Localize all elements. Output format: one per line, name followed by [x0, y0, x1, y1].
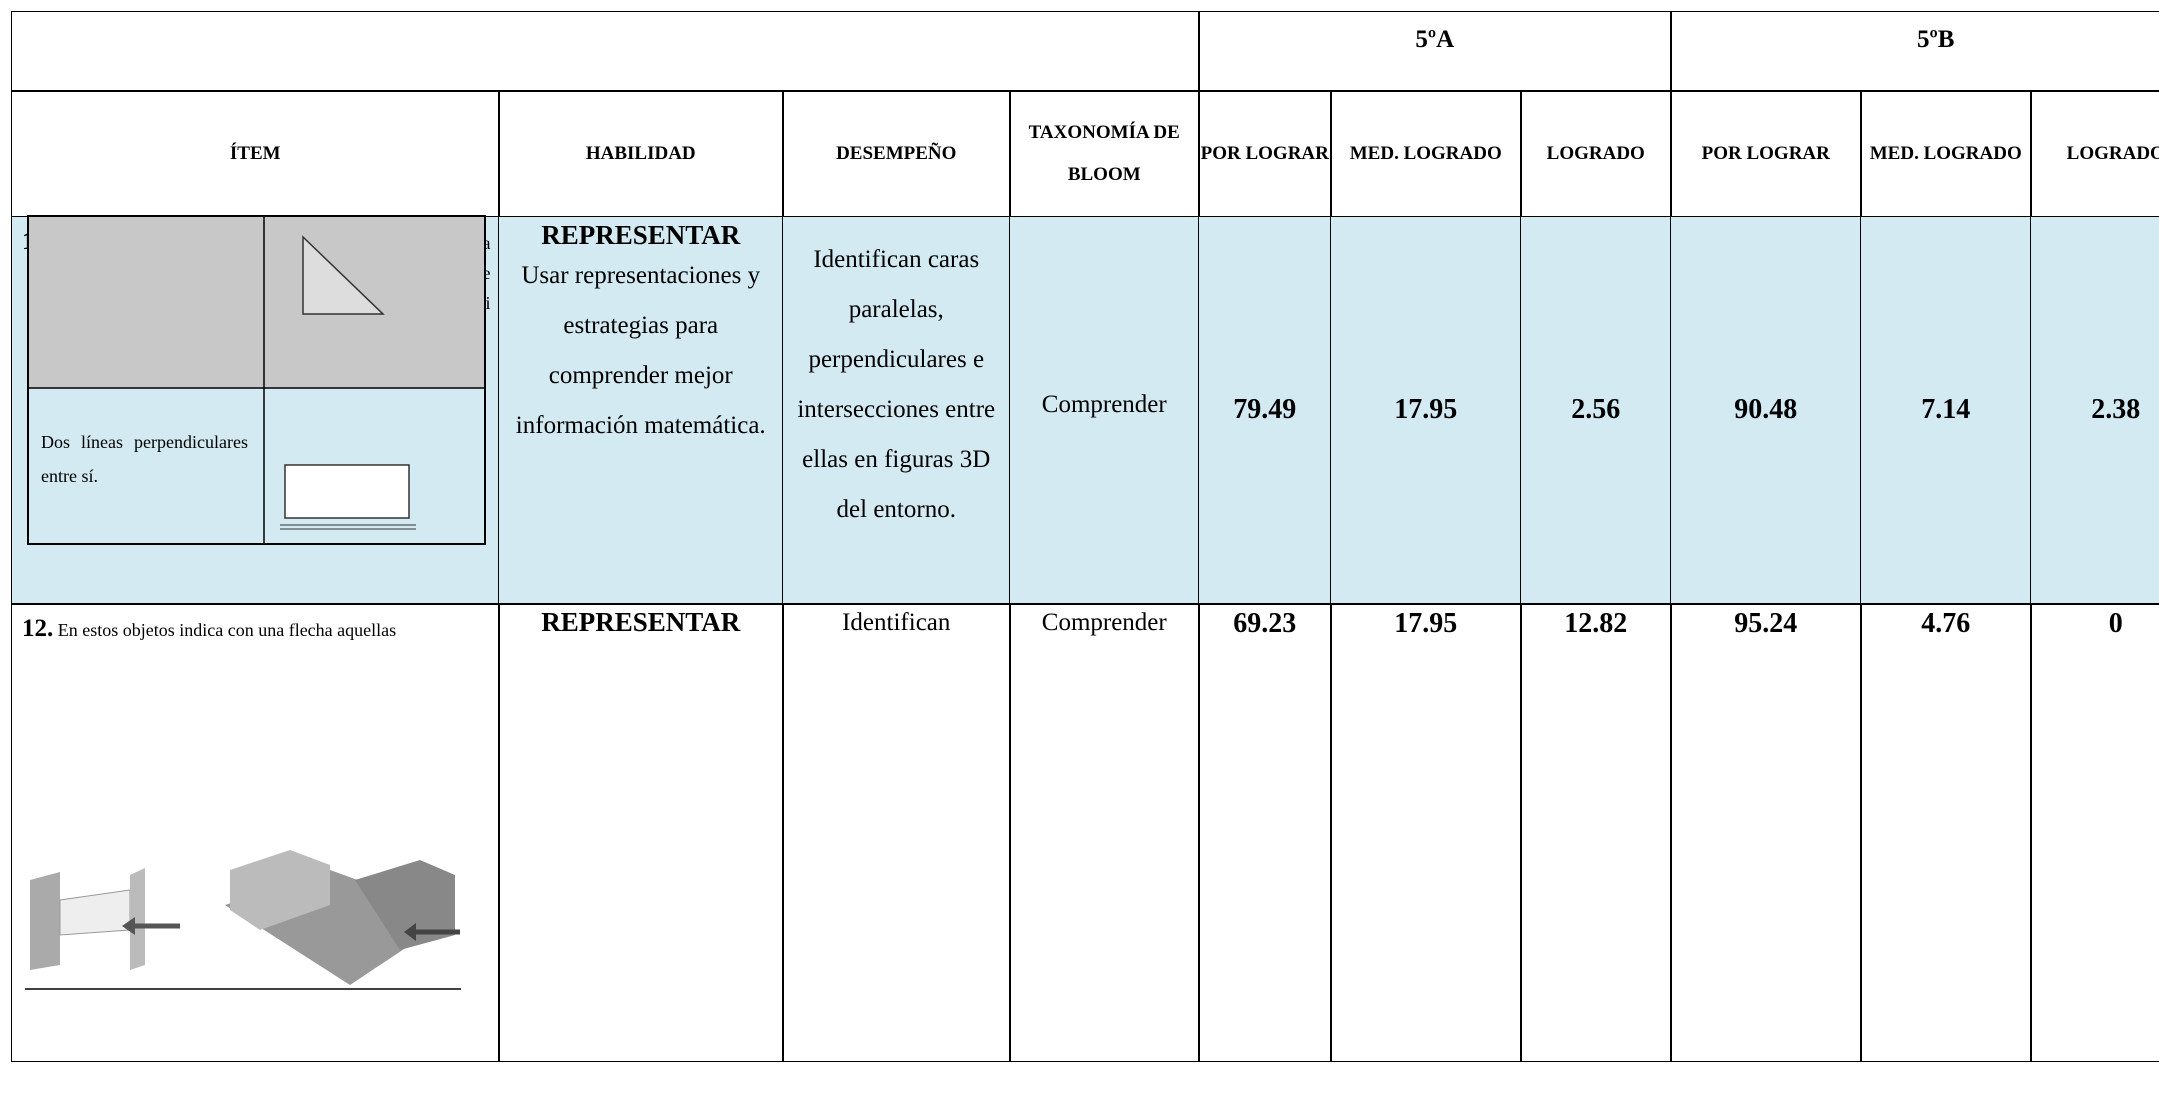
desempeno-cell: Identifican [782, 603, 1011, 1062]
percent-cell: 12.82 [1520, 603, 1672, 1062]
percent-value: 4.76 [1921, 608, 1971, 639]
percent-cell: 0 [2030, 603, 2159, 1062]
habilidad-title: REPRESENTAR [541, 220, 741, 250]
column-header: ÍTEM [11, 90, 500, 218]
column-header-text: ÍTEM [229, 142, 281, 164]
desempeno-cell: Identifican caras paralelas, perpendicul… [782, 216, 1011, 605]
percent-value: 2.56 [1571, 394, 1621, 426]
item-text: En cada uno de las imágenes se ha señala… [57, 233, 491, 343]
habilidad-text: Usar representaciones y estrategias para… [515, 262, 766, 439]
group-header: 5ºB [1670, 11, 2159, 92]
column-header-text: MED. LOGRADO [1349, 142, 1502, 164]
percent-cell: 95.24 [1670, 603, 1862, 1062]
percent-value: 12.82 [1564, 608, 1628, 639]
desempeno-text: Identifican caras paralelas, perpendicul… [797, 246, 996, 523]
percent-cell: 4.76 [1860, 603, 2032, 1062]
percent-cell: 17.95 [1330, 603, 1522, 1062]
percent-value: 7.14 [1921, 394, 1971, 426]
taxonomia-text: Comprender [1041, 609, 1167, 636]
item-cell: 12. En estos objetos indica con una flec… [11, 603, 500, 1062]
column-header: MED. LOGRADO [1330, 90, 1522, 218]
taxonomia-text: Comprender [1041, 391, 1167, 419]
group-header-text: 5ºB [1917, 26, 1955, 53]
percent-value: 79.49 [1233, 394, 1297, 426]
percent-cell: 69.23 [1198, 603, 1332, 1062]
column-header-text: LOGRADO [1546, 142, 1645, 164]
habilidad-cell: REPRESENTAR Usar representaciones y estra… [498, 216, 784, 605]
column-header-text: HABILIDAD [585, 142, 696, 164]
item-paragraph: 12. En estos objetos indica con una flec… [12, 608, 404, 645]
column-header-text: POR LOGRAR [1200, 142, 1329, 164]
column-header: LOGRADO [1520, 90, 1672, 218]
column-header: POR LOGRAR [1670, 90, 1862, 218]
percent-value: 95.24 [1734, 608, 1798, 639]
percent-value: 17.95 [1394, 394, 1458, 426]
column-header-text: POR LOGRAR [1701, 142, 1830, 164]
percent-cell: 17.95 [1330, 216, 1522, 605]
column-header: DESEMPEÑO [782, 90, 1011, 218]
percent-value: 0 [2108, 608, 2123, 639]
percent-value: 90.48 [1734, 394, 1798, 426]
column-header: HABILIDAD [498, 90, 784, 218]
percent-value: 69.23 [1233, 608, 1297, 639]
item-cell: 11. En cada uno de las imágenes se ha se… [11, 216, 500, 605]
percent-cell: 2.56 [1520, 216, 1672, 605]
column-header-text: LOGRADO [2066, 142, 2159, 164]
group-header-text: 5ºA [1415, 26, 1455, 53]
column-header: TAXONOMÍA DE BLOOM [1009, 90, 1200, 218]
percent-cell: 79.49 [1198, 216, 1332, 605]
habilidad-cell: REPRESENTAR [498, 603, 784, 1062]
item-paragraph: 11. En cada uno de las imágenes se ha se… [12, 221, 499, 348]
percent-cell: 90.48 [1670, 216, 1862, 605]
item-option: Dos líneas perpendiculares entre sí. [41, 432, 248, 486]
column-header: LOGRADO [2030, 90, 2159, 218]
column-header: POR LOGRAR [1198, 90, 1332, 218]
group-header: 5ºA [1198, 11, 1672, 92]
empty-header [11, 11, 1200, 92]
taxonomia-cell: Comprender [1009, 603, 1200, 1062]
percent-cell: 2.38 [2030, 216, 2159, 605]
item-number: 11. [22, 228, 52, 255]
column-header-text: MED. LOGRADO [1869, 142, 2022, 164]
taxonomia-cell: Comprender [1009, 216, 1200, 605]
percent-value: 17.95 [1394, 608, 1458, 639]
item-text: En estos objetos indica con una flecha a… [57, 620, 397, 640]
percent-cell: 7.14 [1860, 216, 2032, 605]
item-number: 12. [22, 615, 54, 642]
desempeno-text: Identifican [842, 609, 951, 636]
column-header: MED. LOGRADO [1860, 90, 2032, 218]
column-header-text: DESEMPEÑO [836, 142, 957, 164]
percent-value: 2.38 [2091, 394, 2141, 426]
habilidad-title: REPRESENTAR [541, 607, 741, 637]
column-header-text: TAXONOMÍA DE BLOOM [1028, 121, 1180, 185]
